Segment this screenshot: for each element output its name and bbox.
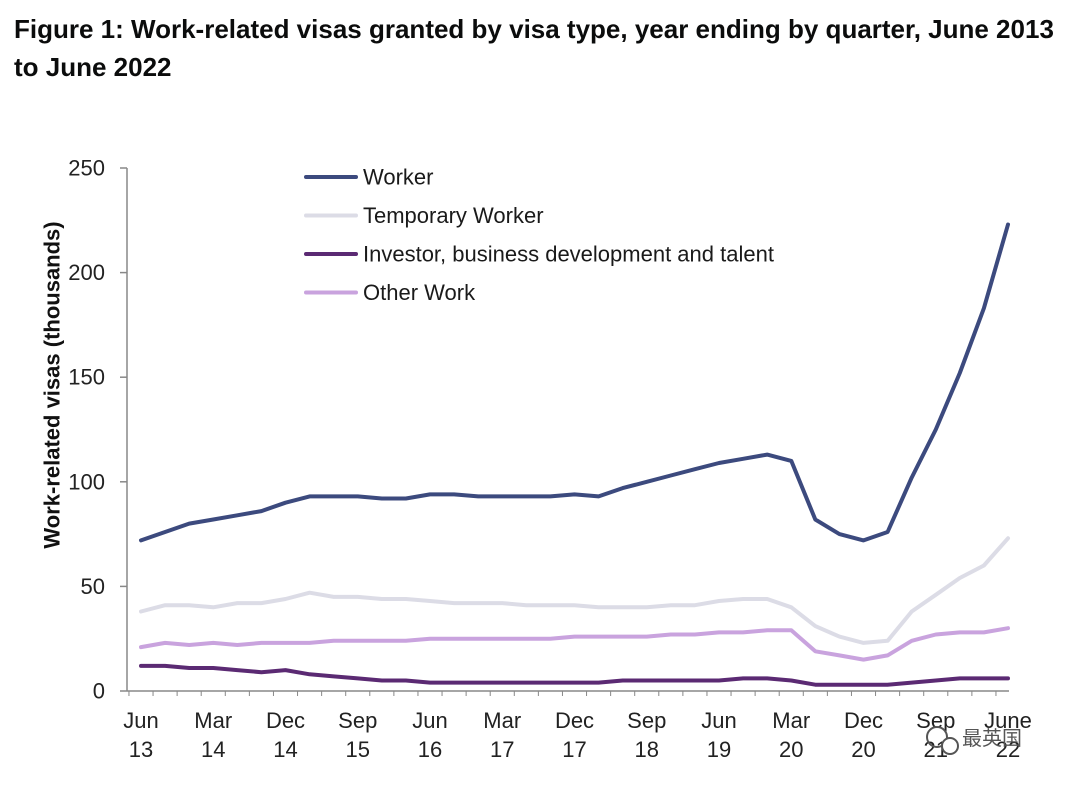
series-line bbox=[139, 626, 1010, 662]
x-tick-label: 17 bbox=[490, 737, 514, 762]
y-axis-label: Work-related visas (thousands) bbox=[40, 221, 65, 548]
series-line bbox=[139, 222, 1010, 543]
series-line bbox=[139, 536, 1010, 645]
x-tick-label: 14 bbox=[273, 737, 297, 762]
x-tick-label: 20 bbox=[851, 737, 875, 762]
x-tick-label: Sep bbox=[916, 708, 955, 733]
x-tick-label: Jun bbox=[701, 708, 736, 733]
x-tick-label: Dec bbox=[844, 708, 883, 733]
legend-label: Worker bbox=[363, 165, 434, 190]
y-tick-label: 250 bbox=[68, 156, 105, 181]
legend-label: Temporary Worker bbox=[363, 203, 544, 228]
x-tick-label: Sep bbox=[627, 708, 666, 733]
x-tick-label: Mar bbox=[483, 708, 521, 733]
x-tick-label: Sep bbox=[338, 708, 377, 733]
chart-axes bbox=[126, 168, 1009, 692]
series-lines bbox=[139, 222, 1010, 687]
x-tick-label: 20 bbox=[779, 737, 803, 762]
x-tick-label: 18 bbox=[635, 737, 659, 762]
y-tick-label: 150 bbox=[68, 365, 105, 390]
x-tick-label: Jun bbox=[412, 708, 447, 733]
x-tick-label: 16 bbox=[418, 737, 442, 762]
legend: Worker Temporary Worker Investor, business… bbox=[304, 165, 774, 305]
y-axis-ticks: 0 50 100 150 200 250 bbox=[68, 156, 127, 704]
chart-title: Figure 1: Work-related visas granted by … bbox=[14, 14, 1054, 82]
watermark: 最英国 bbox=[926, 726, 1022, 755]
y-tick-label: 50 bbox=[81, 574, 105, 599]
x-tick-label: June bbox=[984, 708, 1032, 733]
series-line bbox=[139, 663, 1010, 687]
x-tick-label: Dec bbox=[266, 708, 305, 733]
wechat-icon bbox=[926, 726, 959, 755]
x-tick-label: 15 bbox=[346, 737, 370, 762]
legend-label: Other Work bbox=[363, 280, 476, 305]
y-tick-label: 100 bbox=[68, 469, 105, 494]
x-tick-label: Dec bbox=[555, 708, 594, 733]
x-tick-label: Mar bbox=[194, 708, 232, 733]
x-axis-ticks: Jun 13 Mar 14 Dec 14 Sep 15 Jun 16 Mar 17 Dec 17 Sep 18… bbox=[123, 691, 1032, 762]
x-tick-label: 22 bbox=[996, 737, 1020, 762]
x-tick-label: 19 bbox=[707, 737, 731, 762]
x-tick-label: 13 bbox=[129, 737, 153, 762]
legend-label: Investor, business development and talen… bbox=[363, 242, 774, 267]
x-tick-label: Jun bbox=[123, 708, 158, 733]
y-tick-label: 200 bbox=[68, 260, 105, 285]
x-tick-label: 14 bbox=[201, 737, 225, 762]
y-tick-label: 0 bbox=[93, 679, 105, 704]
watermark-text: 最英国 bbox=[962, 726, 1022, 750]
x-tick-label: 17 bbox=[562, 737, 586, 762]
x-tick-label: Mar bbox=[772, 708, 810, 733]
